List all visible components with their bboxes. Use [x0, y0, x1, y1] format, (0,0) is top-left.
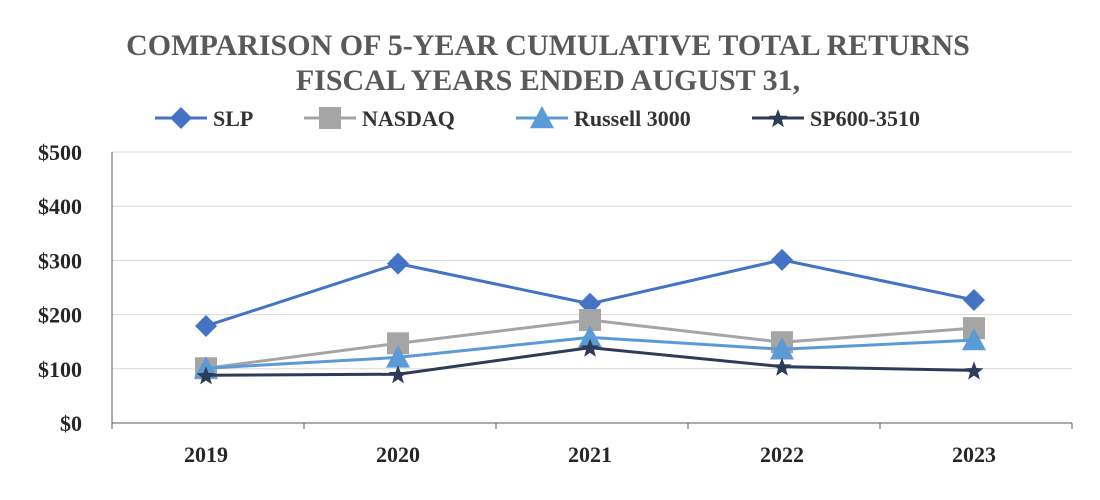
x-tick-label: 2022	[760, 442, 804, 467]
legend-marker	[768, 109, 788, 128]
axes	[111, 152, 1073, 429]
legend-label: SP600-3510	[810, 106, 920, 131]
data-point	[964, 361, 984, 380]
legend-entry: SP600-3510	[752, 106, 920, 131]
data-point	[386, 345, 410, 368]
data-point	[962, 328, 986, 351]
y-axis-ticks: $0 $100 $200 $300 $400 $500	[38, 140, 82, 436]
y-tick-label: $200	[38, 303, 82, 328]
legend-marker	[170, 107, 192, 129]
data-point	[578, 325, 602, 348]
legend-label: NASDAQ	[362, 106, 455, 131]
data-point	[579, 309, 601, 332]
legend-entry: NASDAQ	[304, 106, 455, 131]
x-axis-ticks: 2019 2020 2021 2022 2023	[184, 442, 996, 467]
data-point	[963, 288, 985, 311]
y-tick-label: $100	[38, 357, 82, 382]
x-tick-label: 2020	[376, 442, 420, 467]
data-point	[771, 248, 793, 271]
legend-entry: SLP	[155, 106, 253, 131]
data-point	[388, 365, 408, 384]
y-tick-label: $500	[38, 140, 82, 165]
series-sp600-3510	[196, 338, 984, 385]
legend-entry: Russell 3000	[516, 106, 691, 131]
data-point	[196, 366, 216, 385]
data-point	[772, 357, 792, 376]
data-point	[387, 252, 409, 275]
data-point	[195, 314, 217, 337]
x-tick-label: 2023	[952, 442, 996, 467]
x-tick-label: 2019	[184, 442, 228, 467]
y-tick-label: $0	[60, 411, 82, 436]
data-point	[770, 337, 794, 360]
y-tick-label: $400	[38, 194, 82, 219]
data-point	[580, 338, 600, 357]
legend-marker	[319, 107, 341, 129]
chart-subtitle: FISCAL YEARS ENDED AUGUST 31,	[296, 64, 800, 97]
legend-label: Russell 3000	[574, 106, 691, 131]
y-tick-label: $300	[38, 248, 82, 273]
chart-title: COMPARISON OF 5-YEAR CUMULATIVE TOTAL RE…	[126, 29, 970, 62]
legend-marker	[530, 106, 554, 129]
series-group	[194, 248, 986, 385]
x-tick-label: 2021	[568, 442, 612, 467]
legend: SLP NASDAQ Russell 3000 SP600-3510	[155, 106, 920, 131]
series-slp	[195, 248, 985, 337]
data-point	[387, 332, 409, 355]
legend-label: SLP	[213, 106, 253, 131]
